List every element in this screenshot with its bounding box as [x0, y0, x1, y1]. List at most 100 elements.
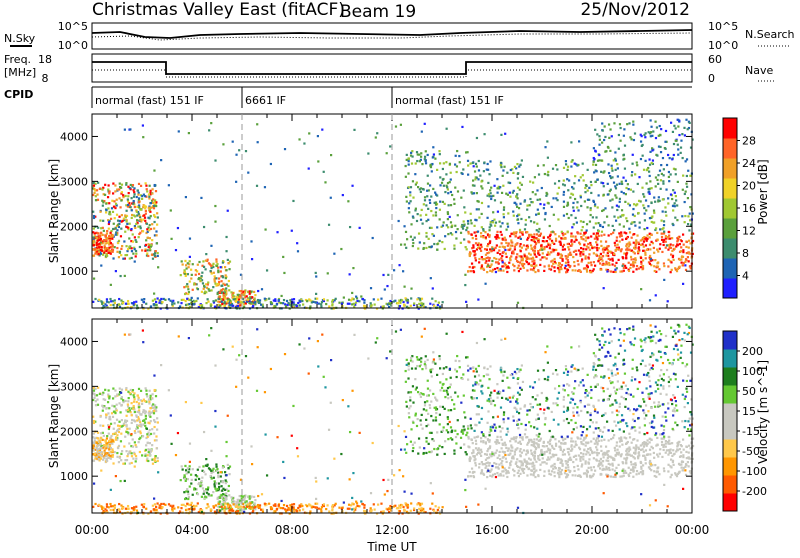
echo-cell: [353, 129, 355, 131]
echo-cell: [614, 244, 616, 246]
echo-cell: [410, 428, 412, 430]
echo-cell: [600, 159, 602, 161]
echo-cell: [487, 163, 489, 165]
echo-cell: [135, 444, 137, 446]
echo-cell: [455, 436, 457, 438]
echo-cell: [104, 244, 106, 246]
echo-cell: [154, 460, 156, 462]
echo-cell: [425, 214, 427, 216]
echo-cell: [155, 205, 157, 207]
echo-cell: [408, 369, 410, 371]
echo-cell: [587, 256, 589, 258]
echo-cell: [330, 197, 332, 199]
echo-cell: [425, 232, 427, 234]
echo-cell: [628, 270, 630, 272]
echo-cell: [434, 192, 436, 194]
echo-cell: [656, 232, 658, 234]
echo-cell: [256, 185, 258, 187]
echo-cell: [250, 240, 252, 242]
echo-cell: [131, 217, 133, 219]
echo-cell: [249, 498, 251, 500]
echo-cell: [251, 290, 253, 292]
echo-cell: [552, 231, 554, 233]
echo-cell: [97, 432, 99, 434]
echo-cell: [610, 233, 612, 235]
echo-cell: [526, 239, 528, 241]
echo-cell: [119, 411, 121, 413]
echo-cell: [211, 272, 213, 274]
echo-cell: [112, 245, 114, 247]
echo-cell: [664, 148, 666, 150]
echo-cell: [586, 206, 588, 208]
echo-cell: [420, 302, 422, 304]
echo-cell: [593, 451, 595, 453]
echo-cell: [430, 400, 432, 402]
echo-cell: [465, 434, 467, 436]
echo-cell: [141, 195, 143, 197]
echo-cell: [110, 284, 112, 286]
echo-cell: [642, 259, 644, 261]
echo-cell: [628, 241, 630, 243]
echo-cell: [575, 239, 577, 241]
echo-cell: [112, 450, 114, 452]
echo-cell: [552, 197, 554, 199]
echo-cell: [564, 438, 566, 440]
echo-cell: [134, 432, 136, 434]
echo-cell: [185, 264, 187, 266]
echo-cell: [513, 265, 515, 267]
echo-cell: [326, 299, 328, 301]
echo-cell: [408, 391, 410, 393]
echo-cell: [321, 129, 323, 131]
echo-cell: [538, 173, 540, 175]
echo-cell: [504, 239, 506, 241]
echo-cell: [496, 449, 498, 451]
echo-cell: [689, 213, 691, 215]
echo-cell: [138, 183, 140, 185]
echo-cell: [147, 255, 149, 257]
echo-cell: [207, 281, 209, 283]
echo-cell: [221, 508, 223, 510]
echo-cell: [112, 228, 114, 230]
echo-cell: [203, 288, 205, 290]
echo-cell: [420, 396, 422, 398]
echo-cell: [224, 489, 226, 491]
echo-cell: [134, 206, 136, 208]
echo-cell: [173, 507, 175, 509]
echo-cell: [408, 186, 410, 188]
echo-cell: [442, 384, 444, 386]
echo-cell: [119, 457, 121, 459]
echo-cell: [498, 258, 500, 260]
echo-cell: [660, 164, 662, 166]
echo-cell: [669, 238, 671, 240]
echo-cell: [667, 202, 669, 204]
echo-cell: [682, 233, 684, 235]
echo-cell: [192, 468, 194, 470]
echo-cell: [559, 241, 561, 243]
echo-cell: [282, 507, 284, 509]
echo-cell: [499, 253, 501, 255]
echo-cell: [138, 236, 140, 238]
echo-cell: [502, 238, 504, 240]
echo-cell: [212, 491, 214, 493]
echo-cell: [118, 298, 120, 300]
echo-cell: [603, 247, 605, 249]
echo-cell: [120, 228, 122, 230]
echo-cell: [134, 227, 136, 229]
echo-cell: [668, 180, 670, 182]
echo-cell: [136, 509, 138, 511]
echo-cell: [264, 228, 266, 230]
echo-cell: [201, 272, 203, 274]
echo-cell: [630, 264, 632, 266]
echo-cell: [565, 160, 567, 162]
echo-cell: [677, 154, 679, 156]
echo-cell: [568, 248, 570, 250]
echo-cell: [202, 282, 204, 284]
echo-cell: [148, 196, 150, 198]
echo-cell: [376, 132, 378, 134]
echo-cell: [487, 182, 489, 184]
echo-cell: [284, 148, 286, 150]
echo-cell: [615, 271, 617, 273]
freq-tick-high: 18: [38, 53, 52, 66]
echo-cell: [653, 247, 655, 249]
echo-cell: [589, 242, 591, 244]
